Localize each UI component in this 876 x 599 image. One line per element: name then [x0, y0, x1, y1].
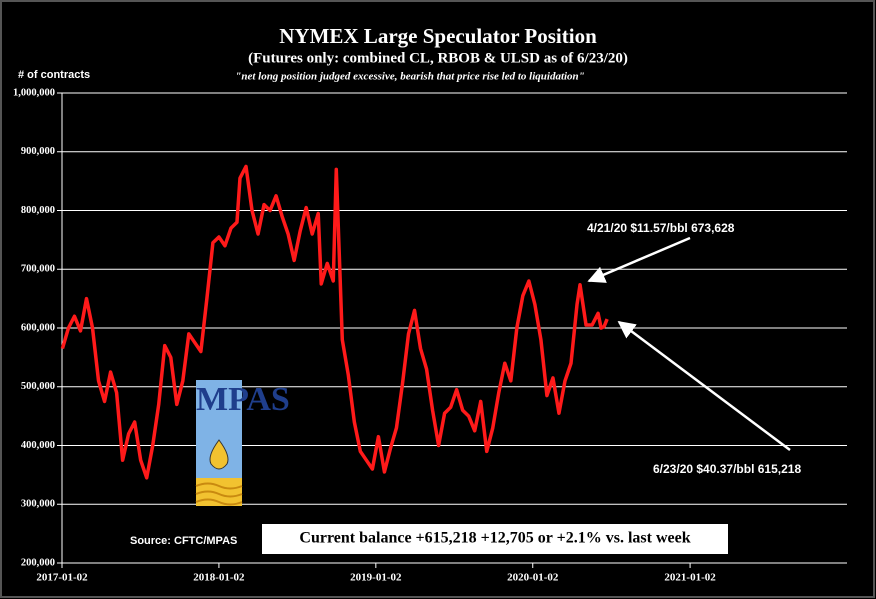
- y-tick-label: 600,000: [21, 322, 55, 333]
- y-tick-label: 400,000: [21, 440, 55, 451]
- x-tick-label: 2018-01-02: [193, 572, 245, 584]
- logo-waves: [195, 482, 243, 506]
- annotation-arrow: [587, 236, 691, 283]
- balance-note: Current balance +615,218 +12,705 or +2.1…: [299, 530, 690, 547]
- y-tick-label: 300,000: [21, 499, 55, 510]
- chart-subtitle-2: "net long position judged excessive, bea…: [235, 71, 585, 83]
- annotation: 6/23/20 $40.37/bbl 615,218: [653, 462, 801, 476]
- annotation: 4/21/20 $11.57/bbl 673,628: [587, 221, 735, 235]
- logo-text: MPAS: [196, 381, 290, 418]
- y-tick-label: 200,000: [21, 557, 55, 568]
- annotation-arrow: [617, 320, 791, 452]
- y-tick-label: 700,000: [21, 264, 55, 275]
- y-tick-label: 800,000: [21, 205, 55, 216]
- x-tick-label: 2020-01-02: [507, 572, 559, 584]
- x-tick-label: 2017-01-02: [36, 572, 88, 584]
- chart-title: NYMEX Large Speculator Position: [279, 24, 597, 48]
- x-tick-label: 2021-01-02: [664, 572, 716, 584]
- chart-subtitle: (Futures only: combined CL, RBOB & ULSD …: [248, 50, 628, 66]
- y-tick-label: 900,000: [21, 146, 55, 157]
- y-axis-label: # of contracts: [18, 69, 90, 81]
- data-line: [60, 164, 609, 480]
- source-note: Source: CFTC/MPAS: [130, 535, 237, 547]
- logo-drop: [209, 439, 229, 470]
- y-tick-label: 500,000: [21, 381, 55, 392]
- logo: MPAS: [195, 380, 290, 506]
- y-tick-label: 1,000,000: [13, 87, 55, 98]
- balance-box: [262, 524, 728, 554]
- plot-area: 200,000 300,000 400,000 500,000 600,000 700,0…: [13, 87, 847, 584]
- x-tick-label: 2019-01-02: [350, 572, 402, 584]
